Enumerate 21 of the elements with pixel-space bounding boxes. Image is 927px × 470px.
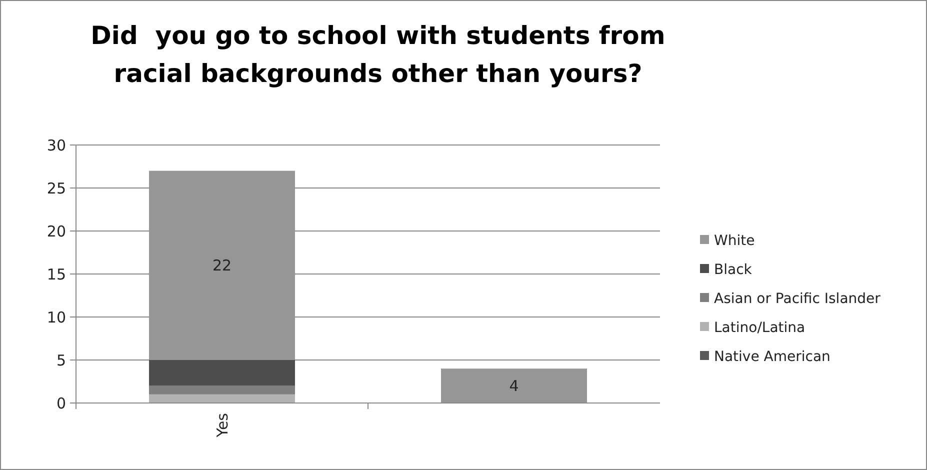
legend-label: Asian or Pacific Islander <box>714 290 881 307</box>
bar <box>149 386 295 394</box>
x-tick-label: Yes <box>213 412 232 438</box>
y-tick-label: 20 <box>46 222 66 240</box>
bar <box>441 368 587 403</box>
legend-label: White <box>714 232 755 249</box>
y-tick-label: 15 <box>46 265 66 284</box>
y-tick-label: 25 <box>46 179 66 198</box>
bar <box>149 170 295 360</box>
y-tick-label: 30 <box>46 136 66 154</box>
y-tick-label: 0 <box>56 394 66 412</box>
legend-label: Black <box>714 262 753 278</box>
data-label: 4 <box>509 377 519 396</box>
bar <box>149 360 295 386</box>
y-tick-label: 10 <box>46 308 66 326</box>
y-tick-label: 5 <box>56 351 66 370</box>
chart-title: Did you go to school with students from racial backgrounds other than yours? <box>90 21 666 88</box>
data-label: 22 <box>212 256 232 275</box>
legend-label: Latino/Latina <box>714 320 806 336</box>
legend-label: Native American <box>714 348 830 365</box>
bar <box>149 394 295 403</box>
